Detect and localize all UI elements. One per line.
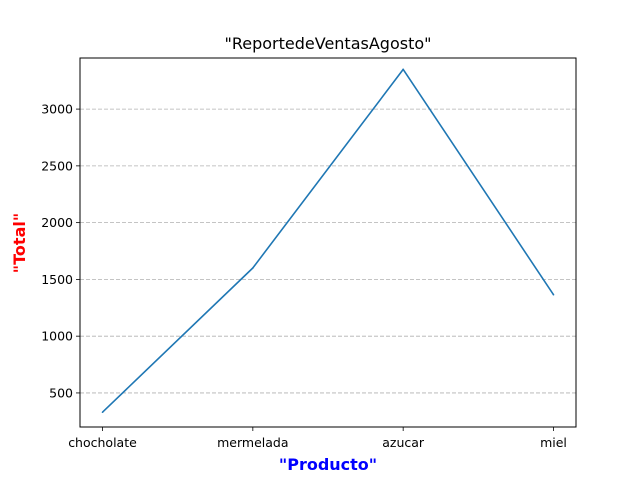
x-tick-label: miel [540,435,567,450]
y-tick-label: 1000 [41,329,73,344]
y-tick-label: 3000 [41,102,73,117]
series-line [101,68,555,413]
data-point [402,68,404,71]
data-point [252,267,254,269]
x-axis-label: "Producto" [279,455,377,474]
y-tick-label: 1500 [41,272,73,287]
data-point [101,411,104,414]
y-axis: 500 1000 1500 2000 2500 3000 [41,102,80,400]
x-tick-label: chocholate [68,435,137,450]
y-axis-label: "Total" [10,213,29,273]
x-tick-label: azucar [382,435,425,450]
plot-frame [79,57,577,428]
x-tick-label: mermelada [217,435,288,450]
x-axis: chocholate mermelada azucar miel [68,427,567,450]
y-tick-label: 2500 [41,158,73,173]
y-tick-label: 500 [49,385,73,400]
data-point [552,293,555,296]
chart-title: "ReportedeVentasAgosto" [225,34,432,53]
y-tick-label: 2000 [41,215,73,230]
grid-lines [80,108,576,394]
series-layer [101,68,555,414]
